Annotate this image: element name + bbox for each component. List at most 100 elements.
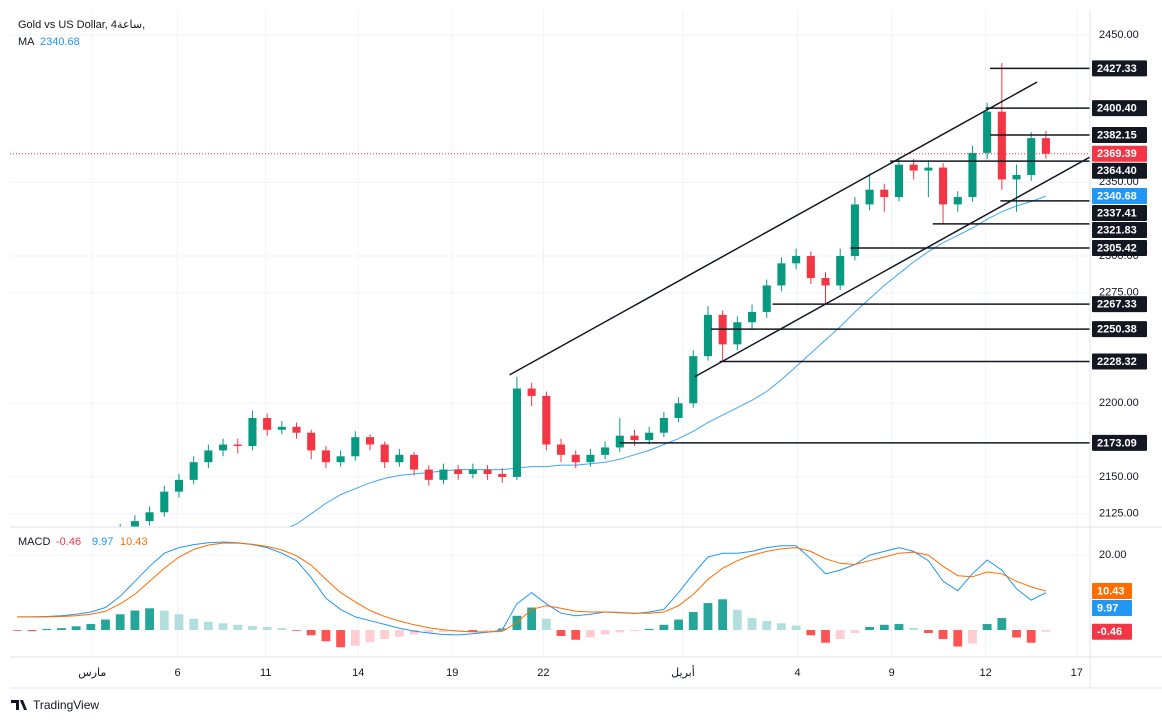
ma-legend-name: MA	[18, 36, 35, 48]
x-tick-label: مارس	[78, 667, 106, 679]
y-tick-label: 2275.00	[1099, 287, 1139, 299]
current-price-label-bg	[1092, 145, 1147, 162]
level-label: 2173.09	[1097, 437, 1137, 449]
histogram-bar	[483, 630, 492, 632]
histogram-bar	[982, 624, 992, 631]
histogram-bar	[292, 630, 301, 631]
histogram-bar	[203, 621, 213, 631]
candle-body	[307, 432, 316, 451]
histogram-bar	[1012, 630, 1021, 638]
candle-body	[571, 454, 580, 463]
histogram-bar	[556, 630, 566, 637]
histogram-bar	[101, 619, 110, 631]
histogram-bar	[688, 612, 698, 631]
histogram-bar	[703, 603, 713, 631]
candle-body	[189, 462, 198, 480]
level-label-bg	[1092, 60, 1147, 77]
candle-body	[630, 435, 639, 441]
histogram-bar	[130, 610, 140, 631]
candle-body	[292, 426, 301, 433]
macd-legend-histogram: -0.46	[56, 536, 81, 548]
x-tick-label: 11	[260, 667, 271, 679]
ma-price-label: 2340.68	[1097, 190, 1137, 202]
candle-body	[277, 426, 286, 430]
candle-body	[806, 255, 815, 279]
histogram-bar	[336, 630, 346, 648]
level-label: 2228.32	[1097, 356, 1137, 368]
histogram-bar	[718, 599, 728, 631]
candle-body	[512, 388, 521, 477]
candle-body	[762, 285, 771, 312]
candle-body	[160, 491, 169, 513]
histogram-bar	[850, 630, 860, 634]
histogram-bar	[1041, 630, 1051, 632]
histogram-bar	[409, 630, 419, 635]
candle-body	[219, 444, 228, 451]
histogram-bar	[923, 630, 933, 634]
macd-legend-signal: 10.43	[120, 536, 148, 548]
histogram-bar	[86, 624, 96, 631]
histogram-bar	[674, 619, 683, 631]
candle-body	[204, 450, 213, 463]
candle-body	[703, 314, 712, 357]
x-tick-label: 14	[352, 667, 364, 679]
histogram-bar	[997, 618, 1007, 631]
histogram-bar	[527, 607, 537, 631]
histogram-bar	[644, 628, 654, 631]
histogram-bar	[909, 627, 919, 631]
histogram-bar	[115, 614, 125, 631]
histogram-bar	[27, 630, 37, 632]
macd-legend-name: MACD	[18, 536, 50, 548]
level-label-bg	[1092, 100, 1147, 117]
level-label-bg	[1092, 239, 1147, 256]
macd-pane	[12, 541, 1051, 648]
candle-body	[556, 444, 566, 455]
macd-signal-label-bg	[1092, 582, 1132, 599]
ma-legend-value: 2340.68	[40, 36, 80, 48]
price-pane	[10, 63, 1090, 527]
candle-body	[953, 197, 962, 205]
candle-body	[939, 167, 948, 205]
histogram-bar	[12, 630, 22, 631]
candle-body	[792, 255, 801, 264]
y-tick-label: 2125.00	[1099, 508, 1139, 520]
histogram-bar	[615, 630, 625, 633]
ma-line	[287, 195, 1047, 527]
candle-body	[1041, 138, 1050, 154]
histogram-bar	[777, 623, 786, 631]
signal-line	[17, 542, 1047, 633]
x-tick-label: 22	[537, 667, 549, 679]
level-label: 2321.83	[1097, 224, 1137, 236]
x-tick-label: 9	[889, 667, 895, 679]
candle-body	[1027, 138, 1036, 175]
histogram-bar	[541, 618, 551, 631]
candle-body	[836, 255, 845, 286]
histogram-bar	[277, 628, 287, 631]
candle-body	[233, 444, 242, 446]
candle-body	[542, 395, 551, 445]
candle-body	[601, 447, 610, 455]
candle-body	[909, 164, 918, 171]
candle-body	[850, 204, 859, 256]
histogram-bar	[321, 630, 331, 642]
histogram-bar	[71, 626, 81, 631]
level-label: 2382.15	[1097, 129, 1137, 141]
histogram-bar	[350, 630, 360, 646]
level-label-bg	[1092, 205, 1147, 222]
y-tick-label: 2350.00	[1099, 176, 1139, 188]
histogram-bar	[879, 624, 889, 631]
candle-body	[498, 473, 507, 477]
candle-body	[439, 469, 448, 480]
level-label: 2364.40	[1097, 165, 1137, 177]
candle-body	[263, 418, 272, 430]
histogram-bar	[806, 630, 816, 636]
histogram-bar	[42, 628, 52, 631]
histogram-bar	[953, 630, 963, 647]
x-tick-label: 12	[980, 667, 992, 679]
histogram-bar	[365, 630, 375, 643]
histogram-bar	[894, 624, 904, 631]
candle-body	[380, 444, 389, 463]
histogram-bar	[630, 630, 639, 632]
